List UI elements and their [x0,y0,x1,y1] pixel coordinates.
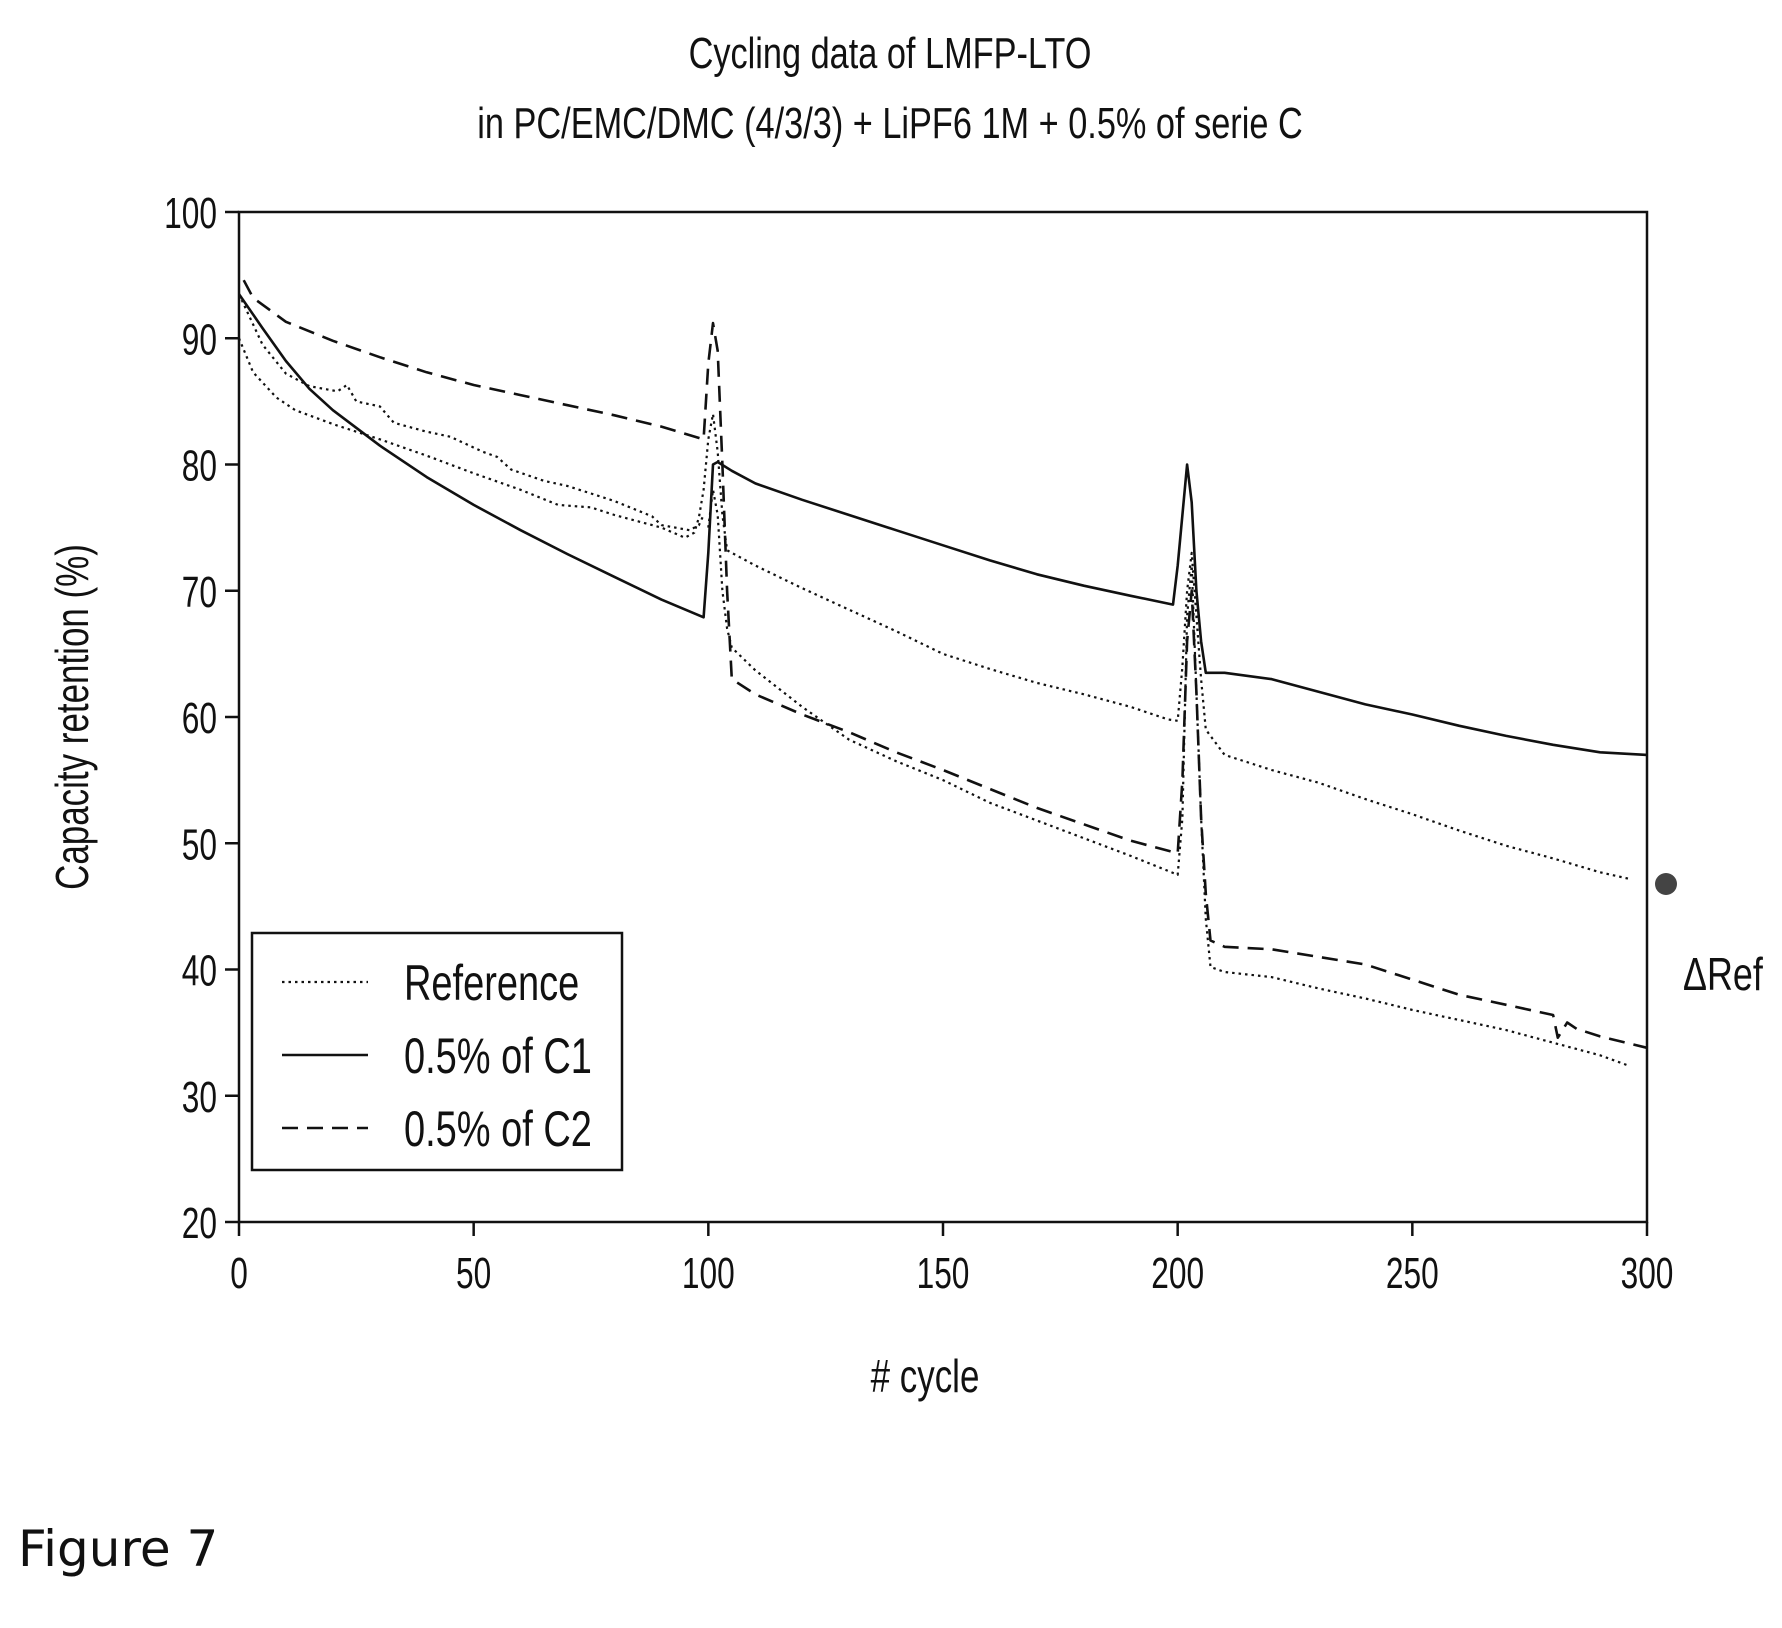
x-tick-label-200: 200 [1151,1249,1204,1298]
chart-title: Cycling data of LMFP-LTO in PC/EMC/DMC (4… [477,29,1302,148]
x-tick-label-300: 300 [1621,1249,1674,1298]
y-tick-label-90: 90 [182,315,217,364]
y-axis-label: Capacity retention (%) [46,544,98,890]
y-tick-label-60: 60 [182,694,217,743]
x-tick-label-150: 150 [917,1249,970,1298]
series-lines [237,279,1648,1067]
y-tick-label-80: 80 [182,441,217,490]
legend-label-2: 0.5% of C1 [404,1029,592,1084]
y-tick-label-100: 100 [164,189,217,238]
series-line-5 [242,279,1648,1050]
chart-title-line-2: in PC/EMC/DMC (4/3/3) + LiPF6 1M + 0.5% … [477,99,1302,148]
legend: Reference 0.5% of C1 0.5% of C2 [250,931,624,1172]
y-tick-label-30: 30 [182,1073,217,1122]
legend-label-1: Reference [404,956,579,1011]
reference-marker-dot [1655,873,1677,895]
y-tick-label-20: 20 [182,1199,217,1248]
figure-caption: Figure 7 [18,1520,219,1578]
y-tick-label-40: 40 [182,946,217,995]
y-tick-label-50: 50 [182,820,217,869]
x-tick-label-250: 250 [1386,1249,1439,1298]
x-tick-label-100: 100 [682,1249,735,1298]
x-tick-label-50: 50 [456,1249,491,1298]
x-tick-label-0: 0 [230,1249,248,1298]
series-line-2 [237,337,1629,880]
legend-label-3: 0.5% of C2 [404,1102,592,1157]
series-line-4 [237,293,1648,757]
series-line-1 [238,293,705,532]
x-axis-label: # cycle [871,1350,980,1402]
axes: 20 30 40 50 60 70 80 90 100 0 50 100 150 200 250 300 # c… [46,189,1673,1402]
chart-title-line-1: Cycling data of LMFP-LTO [689,29,1092,78]
series-line-3 [707,488,1629,1067]
delta-ref-label: ΔRef [1683,949,1763,1000]
side-annotation: ΔRef [1655,873,1763,1000]
y-tick-label-70: 70 [182,568,217,617]
legend-box [250,931,624,1172]
